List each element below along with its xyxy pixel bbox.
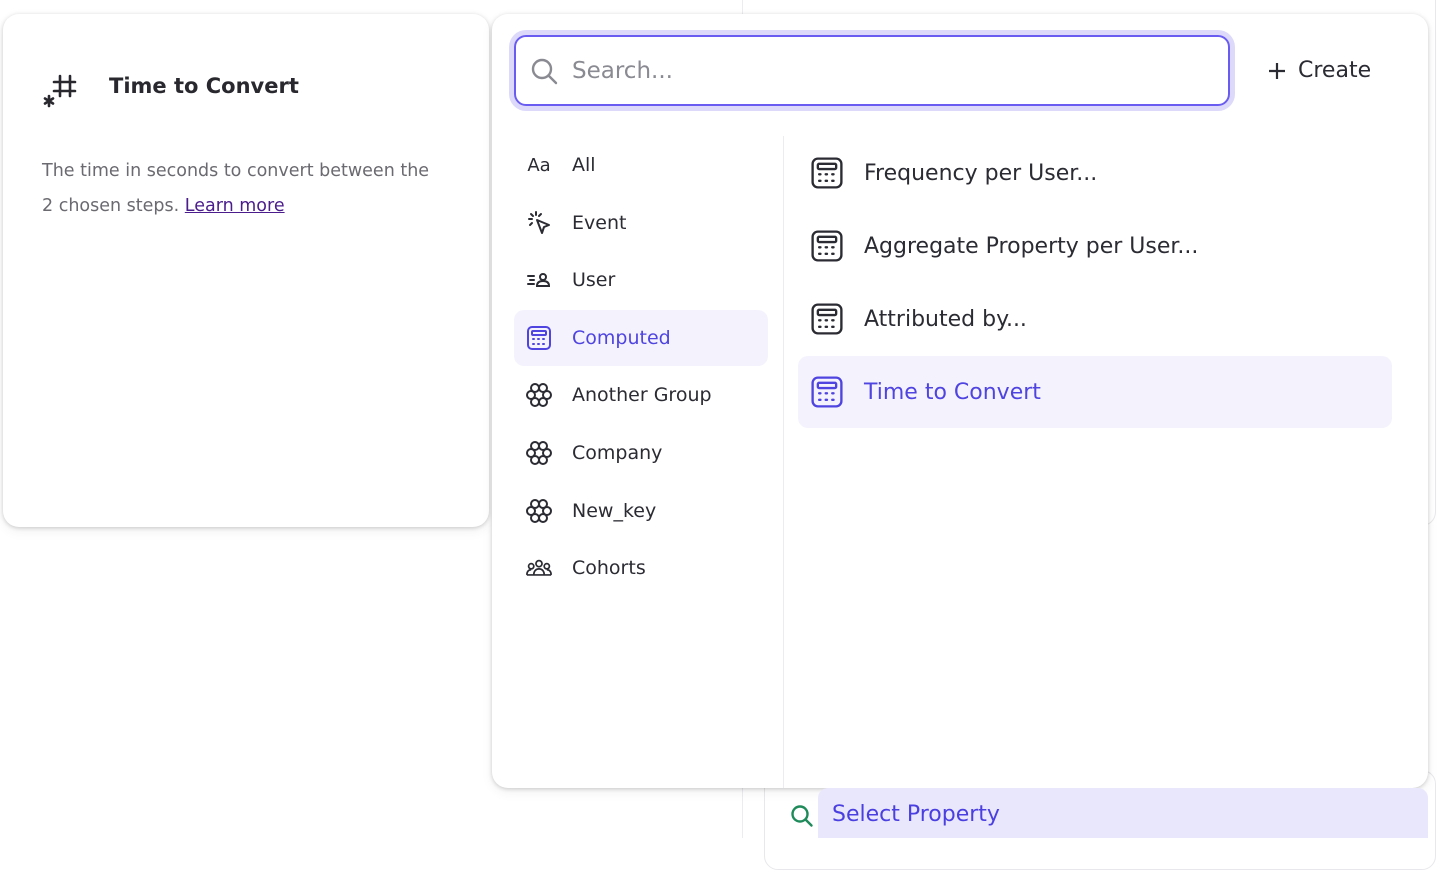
category-label: Cohorts	[572, 557, 646, 580]
result-item[interactable]: Attributed by...	[798, 283, 1392, 355]
result-label: Attributed by...	[864, 306, 1027, 332]
category-company[interactable]: Company	[514, 425, 768, 481]
category-event[interactable]: Event	[514, 195, 768, 251]
search-input[interactable]	[572, 57, 1172, 84]
calculator-icon	[526, 325, 552, 351]
category-all[interactable]: Aa All	[514, 137, 768, 193]
category-label: Computed	[572, 326, 671, 349]
cursor-click-icon	[526, 210, 552, 236]
category-label: Company	[572, 442, 663, 464]
group-flower-icon	[526, 382, 552, 408]
calculator-icon	[810, 302, 844, 336]
result-label: Time to Convert	[864, 379, 1041, 405]
category-another-group[interactable]: Another Group	[514, 367, 768, 423]
column-divider	[783, 136, 784, 788]
calculator-icon	[810, 375, 844, 409]
calculator-icon	[810, 229, 844, 263]
group-flower-icon	[526, 498, 552, 524]
category-label: Event	[572, 211, 627, 234]
user-list-icon	[526, 267, 552, 293]
learn-more-link[interactable]: Learn more	[184, 196, 285, 216]
text-aa-icon: Aa	[527, 154, 551, 176]
category-new-key[interactable]: New_key	[514, 483, 768, 539]
search-icon	[531, 58, 558, 84]
group-flower-icon	[526, 440, 552, 466]
property-dropdown: Create Aa All Event User Computed Another Gro…	[492, 14, 1428, 788]
search-icon	[791, 805, 813, 827]
result-item[interactable]: Aggregate Property per User...	[798, 210, 1392, 282]
create-button[interactable]: Create	[1268, 58, 1371, 83]
category-label: User	[572, 269, 616, 292]
info-card-title: Time to Convert	[109, 74, 299, 98]
calculator-icon	[810, 156, 844, 190]
search-field[interactable]	[514, 35, 1230, 106]
category-computed[interactable]: Computed	[514, 309, 768, 366]
people-icon	[526, 555, 552, 581]
category-user[interactable]: User	[514, 252, 768, 308]
info-card: Time to Convert The time in seconds to c…	[3, 14, 489, 527]
category-label: Another Group	[572, 384, 712, 407]
result-item[interactable]: Time to Convert	[798, 356, 1392, 428]
category-label: New_key	[572, 499, 657, 522]
info-card-description: The time in seconds to convert between t…	[42, 161, 430, 216]
category-cohorts[interactable]: Cohorts	[514, 540, 768, 596]
result-label: Aggregate Property per User...	[864, 233, 1199, 259]
select-property-button[interactable]: Select Property	[818, 788, 1428, 838]
plus-icon	[1269, 62, 1285, 79]
category-label: All	[572, 154, 596, 176]
result-label: Frequency per User...	[864, 160, 1098, 186]
result-item[interactable]: Frequency per User...	[798, 137, 1392, 209]
computed-number-icon	[43, 72, 79, 108]
